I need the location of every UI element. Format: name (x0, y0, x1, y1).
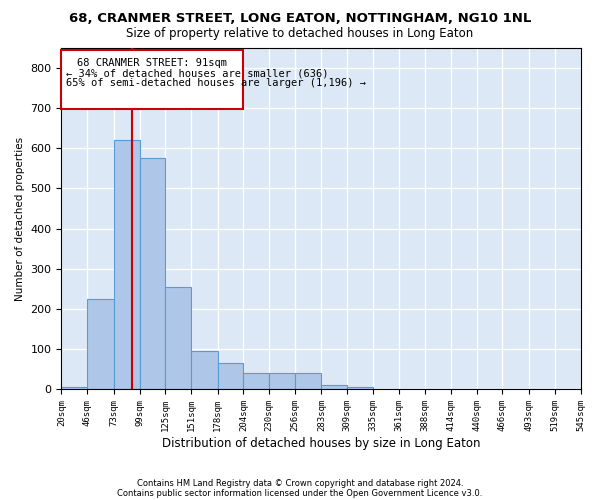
Bar (114, 140, 140, 390)
Text: 68, CRANMER STREET, LONG EATON, NOTTINGHAM, NG10 1NL: 68, CRANMER STREET, LONG EATON, NOTTINGH… (69, 12, 531, 26)
X-axis label: Distribution of detached houses by size in Long Eaton: Distribution of detached houses by size … (162, 437, 480, 450)
Bar (191, 352, 218, 390)
Text: 65% of semi-detached houses are larger (1,196) →: 65% of semi-detached houses are larger (… (67, 78, 367, 88)
Text: Contains HM Land Registry data © Crown copyright and database right 2024.: Contains HM Land Registry data © Crown c… (137, 478, 463, 488)
Bar (269, 374, 295, 390)
Text: ← 34% of detached houses are smaller (636): ← 34% of detached houses are smaller (63… (67, 68, 329, 78)
Text: Size of property relative to detached houses in Long Eaton: Size of property relative to detached ho… (127, 28, 473, 40)
Bar (87, 299, 114, 390)
Y-axis label: Number of detached properties: Number of detached properties (15, 136, 25, 300)
Bar (322, 386, 347, 390)
Bar (295, 374, 322, 390)
Text: Contains public sector information licensed under the Open Government Licence v3: Contains public sector information licen… (118, 488, 482, 498)
Bar (218, 364, 244, 390)
Bar (61, 388, 87, 390)
Bar (347, 388, 373, 390)
Bar (165, 287, 191, 390)
Bar (140, 158, 165, 390)
Bar (61, 50, 244, 109)
Bar (244, 374, 269, 390)
Text: 68 CRANMER STREET: 91sqm: 68 CRANMER STREET: 91sqm (77, 58, 227, 68)
